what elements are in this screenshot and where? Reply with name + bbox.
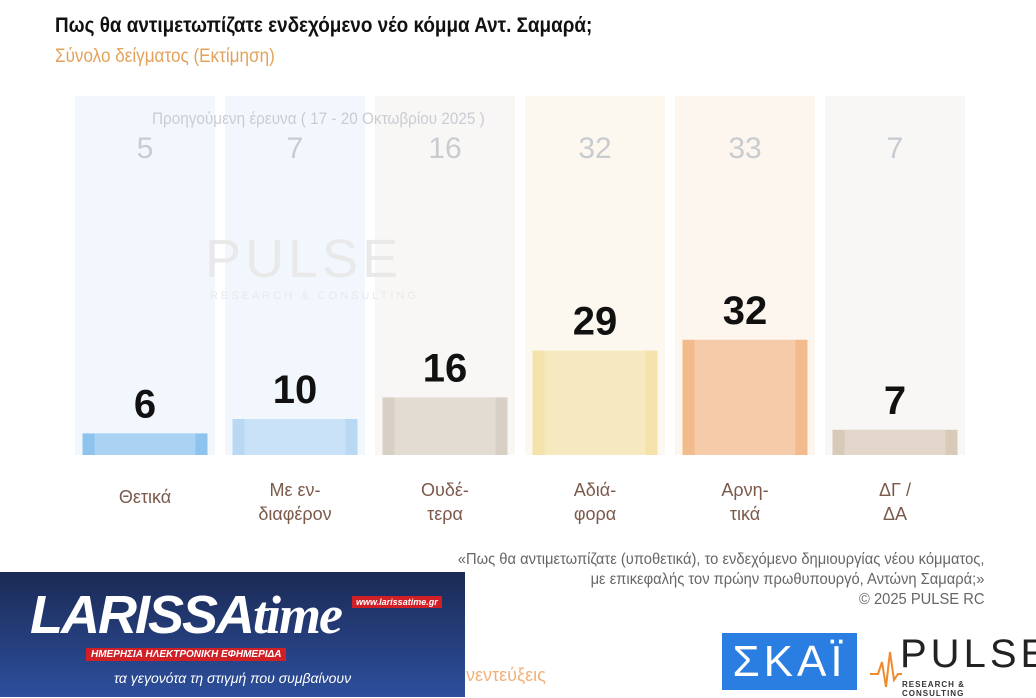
pulse-logo: PULSE RESEARCH & CONSULTING [870,632,1036,698]
category-label: Αρνη- [721,480,768,500]
larissatime-tagline: ΗΜΕΡΗΣΙΑ ΗΛΕΚΤΡΟΝΙΚΗ ΕΦΗΜΕΡΙΔΑ [86,648,287,661]
bar [832,429,958,455]
category-label: τικά [730,504,760,524]
category-label: Ουδέ- [421,480,469,500]
previous-value-label: 32 [578,132,611,165]
column-background [75,96,215,455]
category-label: Με εν- [269,480,320,500]
chart-title: Πως θα αντιμετωπίζατε ενδεχόμενο νέο κόμ… [55,14,593,37]
pulse-watermark: PULSE RESEARCH & CONSULTING [205,229,419,302]
bar-highlight [844,429,946,455]
bar-highlight [94,433,196,455]
bar [82,433,208,455]
data-label: 29 [573,300,618,344]
previous-survey-label: Προηγούμενη έρευνα ( 17 - 20 Οκτωβρίου 2… [152,109,485,128]
data-label: 16 [423,346,468,390]
bar-highlight [394,397,496,455]
data-label: 10 [273,368,318,412]
larissatime-slogan: τα γεγονότα τη στιγμή που συμβαίνουν [113,670,352,686]
category-label: ΔΑ [883,504,907,524]
bar [232,419,358,455]
larissatime-banner[interactable]: LARISSAtime www.larissatime.gr ΗΜΕΡΗΣΙΑ … [0,572,465,697]
column-background [825,96,965,455]
previous-value-label: 7 [287,132,304,165]
data-label: 32 [723,289,768,333]
bar-chart: 6 5 Θετικά 10 7 Με εν-διαφέρον 16 16 Ουδέ-τερα 29… [75,96,965,524]
category-label: Θετικά [119,487,171,507]
skai-logo: ΣΚΑΪ [722,633,857,690]
category-label: διαφέρον [258,504,331,524]
category-label: φορα [574,504,616,524]
previous-value-label: 33 [728,132,761,165]
data-label: 7 [884,379,906,423]
data-label: 6 [134,382,156,426]
previous-value-label: 16 [428,132,461,165]
larissatime-url: www.larissatime.gr [352,596,442,608]
category-label: τερα [427,504,463,524]
category-label: ΔΓ / [879,480,911,500]
chart-subtitle: Σύνολο δείγματος (Εκτίμηση) [55,46,275,67]
pulse-wave-icon [870,651,902,688]
column-background [375,96,515,455]
previous-value-label: 7 [887,132,904,165]
bar-highlight [544,350,646,455]
interviews-text: νεντεύξεις [466,665,546,685]
bar [532,350,658,455]
bar [382,397,508,455]
question-note: «Πως θα αντιμετωπίζατε (υποθετικά), το ε… [457,551,984,608]
larissatime-logo: LARISSAtime [30,585,343,645]
bar [682,339,808,455]
previous-value-label: 5 [137,132,154,165]
category-label: Αδιά- [574,480,616,500]
bar-highlight [244,419,346,455]
bar-highlight [694,339,796,455]
column-background [225,96,365,455]
